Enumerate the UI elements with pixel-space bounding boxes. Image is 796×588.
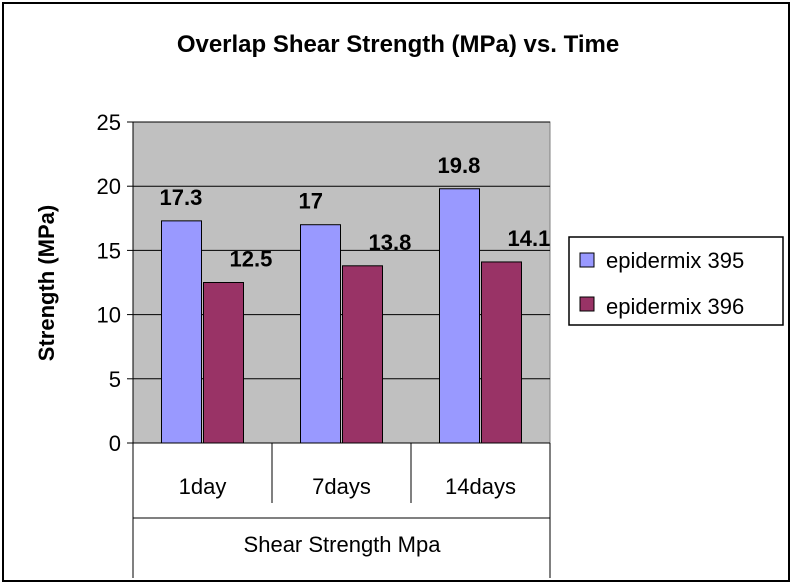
axes	[127, 121, 551, 578]
x-axis-group-label: Shear Strength Mpa	[244, 532, 442, 557]
data-label: 12.5	[230, 247, 273, 272]
legend-label-epidermix-395: epidermix 395	[606, 248, 744, 273]
bar-epidermix-396-7days	[342, 265, 383, 444]
bar-epidermix-396-1day	[203, 282, 244, 444]
y-axis-label: Strength (MPa)	[34, 205, 59, 361]
bar-epidermix-395-14days	[439, 188, 480, 444]
bar-epidermix-395-1day	[161, 220, 202, 444]
gridlines	[133, 121, 550, 380]
y-tick-label: 15	[97, 238, 121, 263]
legend: epidermix 395 epidermix 396	[568, 236, 784, 326]
data-label: 13.8	[369, 230, 412, 255]
data-label: 19.8	[438, 153, 481, 178]
data-label: 17.3	[160, 185, 203, 210]
y-tick-label: 20	[97, 174, 121, 199]
data-label: 17	[299, 189, 323, 214]
bars	[161, 188, 522, 444]
legend-swatch-epidermix-395	[579, 252, 595, 268]
legend-label-epidermix-396: epidermix 396	[606, 294, 744, 319]
legend-swatch-epidermix-396	[579, 296, 595, 312]
y-tick-label: 25	[97, 110, 121, 135]
y-tick-label: 0	[109, 431, 121, 456]
y-tick-label: 10	[97, 303, 121, 328]
category-label: 14days	[445, 474, 516, 499]
plot-area	[132, 121, 551, 444]
bar-epidermix-396-14days	[481, 261, 522, 444]
legend-box	[568, 236, 784, 326]
bar-epidermix-395-7days	[300, 224, 341, 444]
y-tick-label: 5	[109, 367, 121, 392]
category-label: 1day	[179, 474, 227, 499]
category-labels: 1day 7days 14days	[179, 474, 516, 499]
chart-title: Overlap Shear Strength (MPa) vs. Time	[177, 31, 619, 58]
category-label: 7days	[312, 474, 371, 499]
y-tick-labels: 0 5 10 15 20 25	[97, 110, 121, 456]
data-labels: 17.3 12.5 17 13.8 19.8 14.1	[160, 153, 551, 272]
data-label: 14.1	[508, 226, 551, 251]
